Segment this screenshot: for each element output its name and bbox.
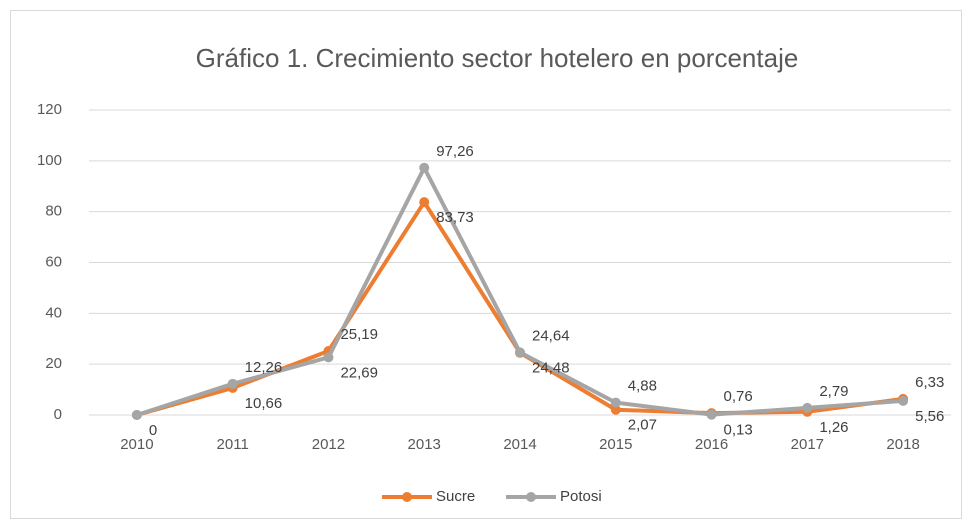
x-tick-label: 2011 — [217, 436, 249, 453]
y-tick-label: 0 — [54, 406, 62, 423]
data-label: 24,64 — [532, 327, 570, 344]
x-tick-label: 2013 — [408, 436, 441, 453]
point — [419, 162, 430, 173]
data-label: 0,13 — [724, 422, 753, 439]
data-label: 22,69 — [340, 364, 378, 381]
data-label: 25,19 — [340, 326, 378, 343]
data-label: 5,56 — [915, 408, 944, 425]
point — [515, 347, 525, 358]
data-label: 6,33 — [915, 374, 944, 391]
legend-marker — [402, 492, 412, 502]
data-label: 97,26 — [436, 143, 474, 160]
y-tick-label: 40 — [45, 304, 62, 321]
point — [706, 409, 717, 420]
data-label: 10,66 — [245, 395, 283, 412]
legend-label: Sucre — [436, 488, 475, 505]
x-tick-label: 2017 — [791, 436, 824, 453]
y-tick-label: 80 — [45, 203, 62, 220]
point — [610, 397, 621, 408]
data-label: 24,48 — [532, 360, 570, 377]
x-tick-label: 2015 — [599, 436, 632, 453]
y-tick-label: 100 — [37, 152, 62, 169]
x-tick-label: 2014 — [503, 436, 536, 453]
x-tick-label: 2018 — [886, 436, 919, 453]
data-label: 4,88 — [628, 378, 657, 395]
legend-label: Potosi — [560, 488, 602, 505]
x-tick-label: 2012 — [312, 436, 345, 453]
chart-border — [10, 10, 962, 519]
chart-title: Gráfico 1. Crecimiento sector hotelero e… — [196, 43, 799, 73]
point — [227, 378, 238, 389]
legend-marker — [526, 492, 536, 502]
y-tick-label: 20 — [45, 355, 62, 372]
point — [323, 352, 334, 363]
data-label: 2,07 — [628, 417, 657, 434]
data-label: 1,26 — [819, 419, 848, 436]
data-label: 2,79 — [819, 383, 848, 400]
data-label: 83,73 — [436, 209, 474, 226]
x-tick-label: 2016 — [695, 436, 728, 453]
point — [419, 197, 430, 208]
point — [898, 395, 909, 406]
point — [610, 404, 621, 415]
data-label: 12,26 — [245, 359, 283, 376]
point — [802, 402, 813, 413]
point — [131, 410, 142, 420]
x-tick-label: 2010 — [120, 436, 153, 453]
data-label: 0 — [149, 422, 157, 439]
y-tick-label: 60 — [45, 253, 62, 270]
data-label: 0,76 — [724, 388, 753, 405]
y-tick-label: 120 — [37, 101, 62, 118]
